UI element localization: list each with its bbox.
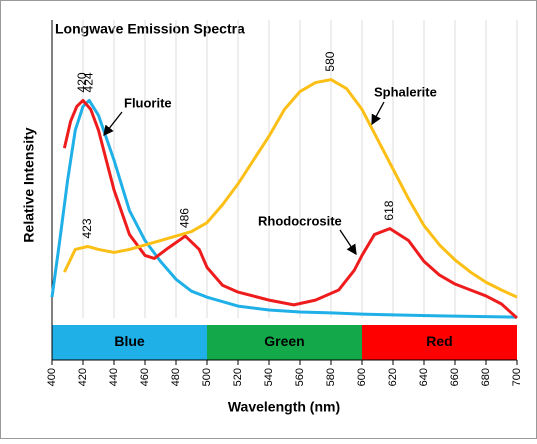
x-tick-label: 420	[77, 368, 89, 386]
x-tick-label: 680	[480, 368, 492, 386]
color-band	[362, 325, 517, 360]
chart-title: Longwave Emission Spectra	[55, 21, 245, 37]
arrow	[371, 101, 385, 126]
x-tick-label: 480	[170, 368, 182, 386]
band-label: Green	[264, 333, 304, 349]
x-tick-label: 700	[511, 368, 523, 386]
line	[63, 78, 518, 299]
line	[50, 98, 518, 319]
peak-label: 580	[323, 51, 337, 71]
arrow	[103, 111, 123, 137]
arrow	[339, 229, 357, 256]
x-tick-label: 460	[139, 368, 151, 386]
peak-label: 420	[75, 72, 89, 92]
x-tick-label: 560	[294, 368, 306, 386]
x-tick-label: 500	[201, 368, 213, 386]
x-tick-label: 400	[46, 368, 58, 386]
color-band	[207, 325, 362, 360]
x-tick-label: 640	[418, 368, 430, 386]
color-band	[52, 325, 207, 360]
peak-label: 423	[80, 218, 94, 238]
x-tick-label: 520	[232, 368, 244, 386]
y-axis-label: Relative Intensity	[21, 127, 37, 242]
x-tick-label: 440	[108, 368, 120, 386]
x-tick-label: 620	[387, 368, 399, 386]
x-tick-label: 660	[449, 368, 461, 386]
x-tick-label: 540	[263, 368, 275, 386]
series-label: Sphalerite	[374, 84, 437, 99]
band-label: Red	[426, 333, 452, 349]
peak-label: 486	[177, 208, 191, 228]
x-axis-label: Wavelength (nm)	[228, 399, 340, 415]
x-tick-label: 600	[356, 368, 368, 386]
band-label: Blue	[114, 333, 145, 349]
x-tick-label: 580	[325, 368, 337, 386]
series-label: Fluorite	[124, 95, 172, 110]
peak-label: 424	[81, 72, 95, 92]
peak-label: 618	[382, 200, 396, 220]
series-label: Rhodocrosite	[258, 213, 342, 228]
line	[62, 98, 519, 320]
